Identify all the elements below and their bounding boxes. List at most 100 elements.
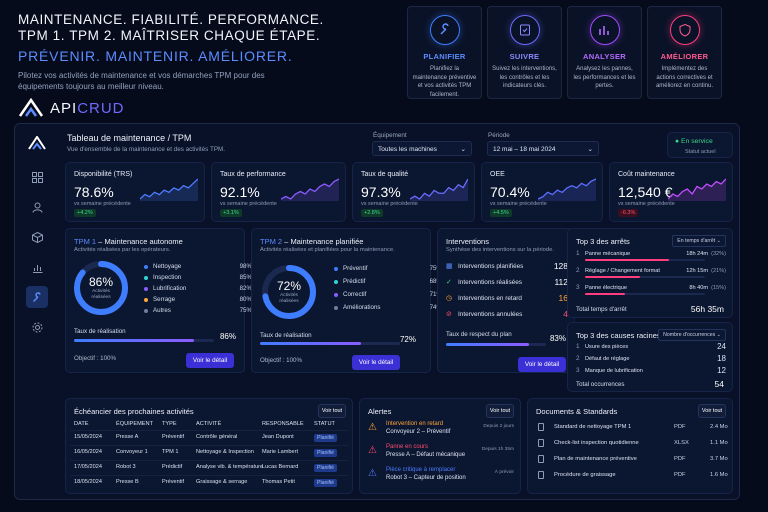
user-icon[interactable] xyxy=(26,196,48,218)
equipment-select[interactable]: Toutes les machines ⌄ xyxy=(372,141,472,156)
document-type: PDF xyxy=(674,456,686,462)
kpi-card: Disponibilité (TRS) 78.6% vs semaine précé… xyxy=(65,162,205,222)
intervention-row[interactable]: ▦ Interventions planifiées 128 xyxy=(446,261,568,271)
hero-section: MAINTENANCE. FIABILITÉ. PERFORMANCE. TPM… xyxy=(18,12,408,92)
hero-line1: MAINTENANCE. FIABILITÉ. PERFORMANCE. xyxy=(18,12,324,27)
top-arrets-card: Top 3 des arrêts En temps d'arrêt ⌄ 1 Pan… xyxy=(567,228,733,318)
table-cell: 15/05/2024 xyxy=(74,434,102,440)
table-header: RESPONSABLE xyxy=(262,421,304,427)
alert-title[interactable]: Pièce critique à remplacer xyxy=(386,467,456,473)
table-cell: Planifié xyxy=(314,449,338,457)
table-cell: Presse A xyxy=(116,434,139,440)
arret-row[interactable]: 2 Réglage / Changement format 12h 15m (21%) xyxy=(576,267,726,274)
page-title: Tableau de maintenance / TPM xyxy=(67,133,192,143)
document-name[interactable]: Standard de nettoyage TPM 1 xyxy=(554,424,632,430)
table-row[interactable] xyxy=(70,445,348,459)
warning-icon: ⚠ xyxy=(368,422,377,433)
arret-bar-track xyxy=(585,259,705,261)
feature-desc: Analysez les pannes, les performances et… xyxy=(573,66,636,89)
wrench-icon[interactable] xyxy=(26,286,48,308)
arret-label: Panne mécanique xyxy=(585,250,631,257)
document-type: XLSX xyxy=(674,440,689,446)
legend-dot xyxy=(334,306,338,310)
alert-title[interactable]: Intervention en retard xyxy=(386,421,444,427)
document-name[interactable]: Check-list inspection quotidienne xyxy=(554,440,639,446)
top-causes-card: Top 3 des causes racines Nombre d'occurr… xyxy=(567,322,733,392)
hero-description: Pilotez vos activités de maintenance et … xyxy=(18,71,265,91)
legend-item: Nettoyage 98% xyxy=(144,263,252,270)
table-row[interactable] xyxy=(70,430,348,444)
table-row[interactable] xyxy=(70,460,348,474)
arret-row[interactable]: 3 Panne électrique 8h 40m (15%) xyxy=(576,284,726,291)
arrets-filter-select[interactable]: En temps d'arrêt ⌄ xyxy=(672,235,726,247)
intervention-row[interactable]: ✓ Interventions réalisées 112 xyxy=(446,277,568,287)
feature-title: AMÉLIORER xyxy=(660,52,709,61)
tpm2-percent: 72% xyxy=(276,279,302,293)
kpi-comparison: vs semaine précédente xyxy=(74,201,131,207)
intervention-value: 128 xyxy=(553,261,568,271)
cause-label: Usure des pièces xyxy=(585,343,629,350)
sidebar-logo-icon[interactable] xyxy=(26,132,48,154)
feature-card-planifier: PLANIFIER Planifiez la maintenance préve… xyxy=(407,6,482,99)
interventions-rate-value: 83% xyxy=(549,334,566,343)
interventions-rate-label: Taux de respect du plan xyxy=(446,331,512,338)
table-cell: Préventif xyxy=(162,434,185,440)
legend-dot xyxy=(144,276,148,280)
period-label: Période xyxy=(488,132,510,139)
arret-row[interactable]: 1 Panne mécanique 18h 24m (32%) xyxy=(576,250,726,257)
schedule-see-all-button[interactable]: Voir tout xyxy=(318,404,346,418)
box-icon[interactable] xyxy=(26,226,48,248)
legend-label: Prédictif xyxy=(343,278,366,285)
tpm1-progress-track xyxy=(74,339,214,342)
documents-see-all-button[interactable]: Voir tout xyxy=(698,404,726,418)
documents-title: Documents & Standards xyxy=(536,407,618,416)
period-select[interactable]: 12 mai – 18 mai 2024 ⌄ xyxy=(487,141,599,156)
legend-label: Autres xyxy=(153,307,171,314)
alert-title[interactable]: Panne en cours xyxy=(386,444,429,450)
cause-row[interactable]: 1 Usure des pièces 24 xyxy=(576,342,726,351)
dashboard-icon[interactable] xyxy=(26,166,48,188)
cause-row[interactable]: 3 Manque de lubrification 12 xyxy=(576,366,726,375)
sparkline-area xyxy=(668,179,726,201)
intervention-label: Interventions planifiées xyxy=(458,262,524,270)
tpm1-donut-chart xyxy=(74,261,128,315)
tpm2-subtitle: Activités réalisées et planifiées pour l… xyxy=(260,247,395,253)
legend-label: Inspection xyxy=(153,274,182,281)
document-name[interactable]: Procédure de graissage xyxy=(554,472,616,478)
cause-label: Manque de lubrification xyxy=(585,367,643,374)
period-value: 12 mai – 18 mai 2024 xyxy=(493,146,556,153)
tpm1-detail-button[interactable]: Voir le détail xyxy=(186,353,234,368)
legend-label: Lubrification xyxy=(153,285,187,292)
interventions-card: Interventions Synthèse des interventions… xyxy=(437,228,575,373)
kpi-sparkline xyxy=(538,178,596,201)
tpm2-detail-button[interactable]: Voir le détail xyxy=(352,355,400,370)
legend-label: Serrage xyxy=(153,296,176,303)
intervention-row[interactable]: ◷ Interventions en retard 16 xyxy=(446,293,568,303)
intervention-value: 4 xyxy=(563,309,568,319)
arret-percent: (21%) xyxy=(711,267,726,274)
document-name[interactable]: Plan de maintenance préventive xyxy=(554,456,637,462)
chevron-down-icon: ⌄ xyxy=(587,146,593,153)
table-cell: Planifié xyxy=(314,434,338,442)
gear-icon[interactable] xyxy=(26,316,48,338)
alerts-see-all-button[interactable]: Voir tout xyxy=(486,404,514,418)
chart-icon xyxy=(589,15,620,45)
legend-item: Correctif 71% xyxy=(334,291,442,298)
checklist-icon xyxy=(509,15,540,45)
table-row[interactable] xyxy=(70,475,348,489)
kpi-comparison: vs semaine précédente xyxy=(618,201,675,207)
table-cell: Lucas Bernard xyxy=(262,464,299,470)
feature-title: SUIVRE xyxy=(509,52,540,61)
interventions-detail-button[interactable]: Voir le détail xyxy=(518,357,566,372)
feature-title: ANALYSER xyxy=(583,52,626,61)
chart-icon[interactable] xyxy=(26,256,48,278)
intervention-row[interactable]: ⊘ Interventions annulées 4 xyxy=(446,309,568,319)
status-badge: Planifié xyxy=(314,479,338,487)
cause-row[interactable]: 2 Défaut de réglage 18 xyxy=(576,354,726,363)
table-cell: Thomas Petit xyxy=(262,479,295,485)
status-badge: Planifié xyxy=(314,464,338,472)
causes-filter-select[interactable]: Nombre d'occurrences ⌄ xyxy=(658,329,726,341)
table-cell: Nettoyage & Inspection xyxy=(196,449,254,455)
cause-value: 24 xyxy=(717,342,726,351)
kpi-title: OEE xyxy=(490,171,505,178)
